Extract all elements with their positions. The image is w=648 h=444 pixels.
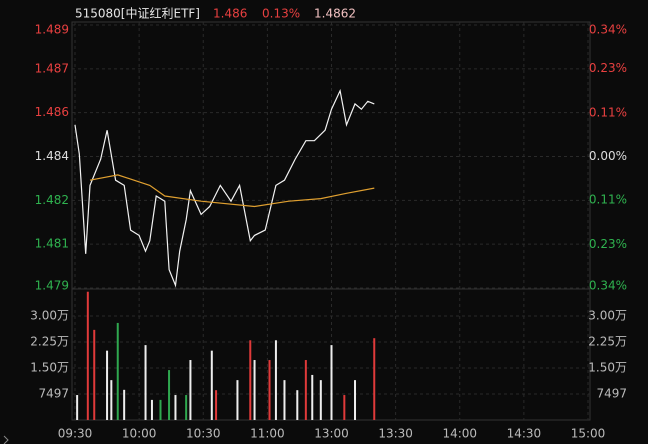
y-tick-label: 1.486 bbox=[35, 105, 69, 119]
y-tick-label-right: 1.50万 bbox=[588, 361, 627, 375]
volume-bar bbox=[343, 395, 346, 420]
y2-tick-label: 0.23% bbox=[589, 61, 627, 75]
volume-bar bbox=[296, 390, 299, 420]
y-tick-label: 1.489 bbox=[35, 23, 69, 37]
volume-bar bbox=[268, 360, 271, 420]
volume-bar bbox=[93, 329, 96, 420]
volume-bar bbox=[106, 350, 109, 420]
volume-bar bbox=[304, 360, 307, 420]
volume-bar bbox=[174, 395, 177, 420]
volume-bar bbox=[274, 340, 277, 420]
y-tick-label: 3.00万 bbox=[30, 309, 69, 323]
y2-tick-label: 0.11% bbox=[589, 105, 627, 119]
y-tick-label: 1.50万 bbox=[30, 361, 69, 375]
volume-bar bbox=[159, 399, 162, 420]
header-change: 0.13% bbox=[262, 7, 300, 21]
volume-bar bbox=[215, 390, 218, 420]
volume-bar bbox=[86, 291, 89, 420]
x-tick-label: 14:30 bbox=[507, 427, 542, 441]
y-tick-label: 1.481 bbox=[35, 237, 69, 251]
volume-bar bbox=[283, 380, 286, 420]
volume-bar bbox=[168, 370, 171, 420]
volume-bar bbox=[319, 380, 322, 420]
price-line bbox=[74, 88, 375, 288]
volume-bar bbox=[249, 340, 252, 420]
y2-tick-label: 0.11% bbox=[589, 193, 627, 207]
x-tick-label: 09:30 bbox=[58, 427, 93, 441]
y2-tick-label: 0.34% bbox=[589, 23, 627, 37]
price-line bbox=[89, 174, 375, 208]
header-code: 515080[中证红利ETF] bbox=[75, 6, 200, 21]
volume-bar bbox=[123, 389, 126, 420]
volume-bar bbox=[144, 345, 147, 420]
y-tick-label: 2.25万 bbox=[30, 335, 69, 349]
volume-bar bbox=[110, 380, 113, 420]
y-tick-label-right: 3.00万 bbox=[588, 309, 627, 323]
volume-bar bbox=[354, 380, 357, 420]
y-tick-label: 1.484 bbox=[35, 149, 69, 163]
x-tick-label: 15:00 bbox=[571, 427, 606, 441]
y-tick-label-right: 2.25万 bbox=[588, 335, 627, 349]
x-tick-label: 10:00 bbox=[122, 427, 157, 441]
header-last: 1.4862 bbox=[314, 7, 356, 21]
volume-bar bbox=[116, 322, 119, 420]
volume-bar bbox=[189, 360, 192, 420]
volume-bar bbox=[373, 338, 376, 420]
x-tick-label: 13:30 bbox=[378, 427, 413, 441]
x-tick-label: 10:30 bbox=[186, 427, 221, 441]
header-price: 1.486 bbox=[213, 7, 247, 21]
x-tick-label: 14:00 bbox=[442, 427, 477, 441]
volume-bar bbox=[330, 345, 333, 420]
y2-tick-label: 0.34% bbox=[589, 279, 627, 293]
volume-bar bbox=[150, 399, 153, 420]
y2-tick-label: 0.00% bbox=[589, 149, 627, 163]
volume-bar bbox=[236, 380, 239, 420]
volume-bar bbox=[210, 350, 213, 420]
y-tick-label: 1.479 bbox=[35, 279, 69, 293]
y-tick-label: 1.487 bbox=[35, 61, 69, 75]
y-tick-label-right: 7497 bbox=[596, 387, 627, 401]
expand-icon[interactable] bbox=[3, 435, 9, 444]
volume-bar bbox=[76, 395, 79, 420]
volume-bar bbox=[185, 395, 188, 420]
y-tick-label: 1.482 bbox=[35, 193, 69, 207]
x-tick-label: 11:00 bbox=[250, 427, 285, 441]
x-tick-label: 13:00 bbox=[314, 427, 349, 441]
volume-bar bbox=[253, 360, 256, 420]
y-tick-label: 7497 bbox=[38, 387, 69, 401]
y2-tick-label: 0.23% bbox=[589, 237, 627, 251]
volume-bar bbox=[311, 374, 314, 420]
